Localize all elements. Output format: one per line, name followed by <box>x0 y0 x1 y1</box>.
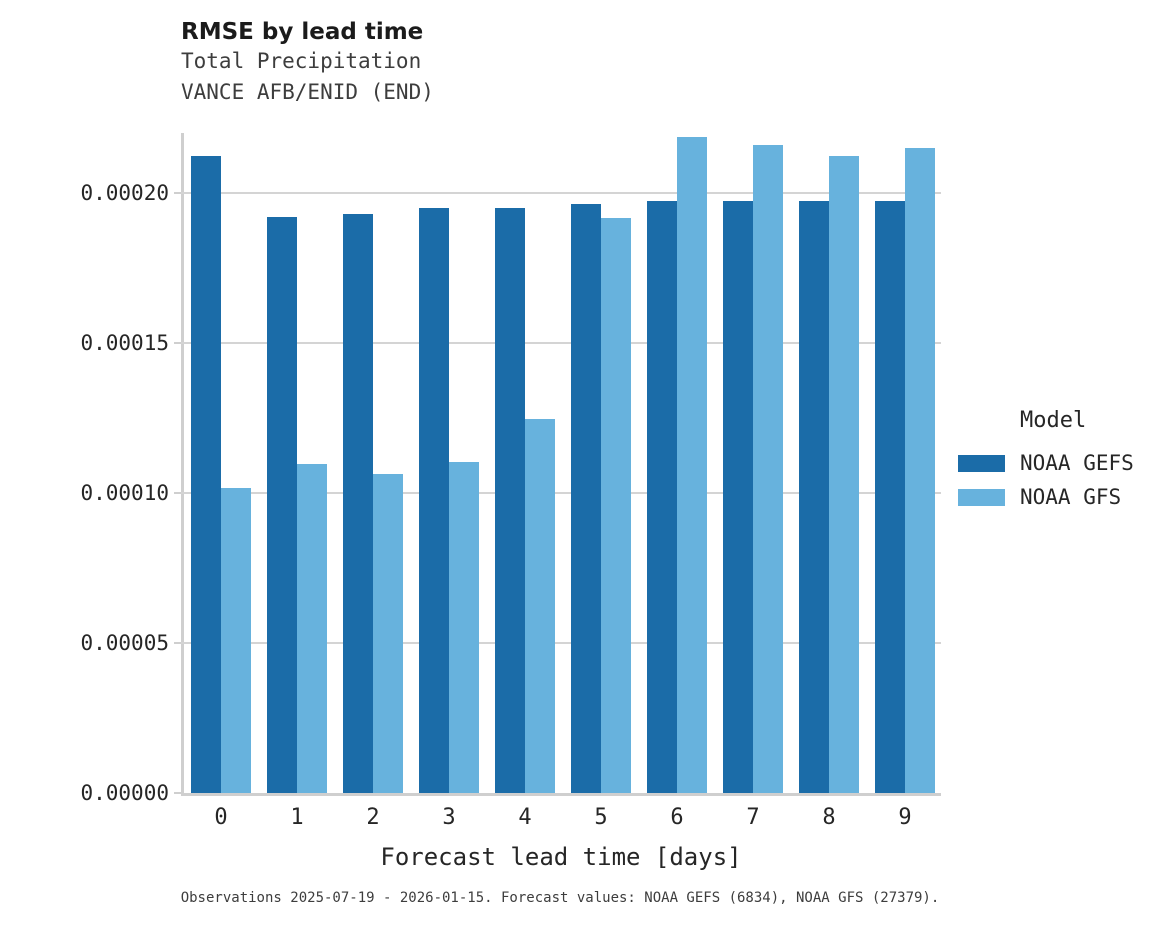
bar-noaa-gfs-lead-3[interactable] <box>449 461 479 793</box>
y-axis-spine <box>181 133 184 793</box>
y-tick-label: 0.00020 <box>80 181 169 205</box>
y-tick-mark <box>174 792 181 794</box>
y-tick-mark <box>174 342 181 344</box>
x-tick-label: 7 <box>746 805 760 830</box>
gridline <box>181 192 941 194</box>
bar-noaa-gefs-lead-0[interactable] <box>191 156 221 793</box>
x-tick-label: 4 <box>518 805 532 830</box>
title-block: RMSE by lead time Total Precipitation VA… <box>181 18 941 108</box>
x-tick-label: 5 <box>594 805 608 830</box>
y-tick-label: 0.00000 <box>80 781 169 805</box>
x-tick-label: 3 <box>442 805 456 830</box>
y-tick-mark <box>174 492 181 494</box>
gridline <box>181 642 941 644</box>
x-tick-label: 2 <box>366 805 380 830</box>
x-tick-label: 8 <box>822 805 836 830</box>
y-tick-label: 0.00010 <box>80 481 169 505</box>
y-tick-label: 0.00005 <box>80 631 169 655</box>
y-tick-mark <box>174 192 181 194</box>
bar-noaa-gfs-lead-8[interactable] <box>829 156 859 793</box>
x-tick-label: 0 <box>214 805 228 830</box>
bar-noaa-gfs-lead-2[interactable] <box>373 474 403 793</box>
chart-subtitle-variable: Total Precipitation <box>181 49 422 73</box>
x-tick-label: 9 <box>898 805 912 830</box>
x-axis-label: Forecast lead time [days] <box>380 843 742 871</box>
y-tick-mark <box>174 642 181 644</box>
page-title: RMSE by lead time <box>181 19 424 45</box>
legend-label-gfs: NOAA GFS <box>1020 485 1122 509</box>
bar-noaa-gfs-lead-6[interactable] <box>677 136 707 793</box>
bar-noaa-gefs-lead-2[interactable] <box>343 213 373 793</box>
bar-noaa-gfs-lead-4[interactable] <box>525 418 555 793</box>
bar-noaa-gefs-lead-1[interactable] <box>267 217 297 793</box>
bar-noaa-gefs-lead-3[interactable] <box>419 207 449 793</box>
bar-noaa-gefs-lead-8[interactable] <box>799 201 829 793</box>
bar-noaa-gfs-lead-7[interactable] <box>753 145 783 793</box>
bar-noaa-gefs-lead-5[interactable] <box>571 203 601 793</box>
legend-title: Model <box>1020 408 1087 433</box>
gridline <box>181 342 941 344</box>
bar-noaa-gfs-lead-0[interactable] <box>221 487 251 793</box>
plot-area: 0.00000 0.00005 0.00010 0.00015 0.00020 0 1 2 3… <box>80 133 941 830</box>
bar-noaa-gfs-lead-9[interactable] <box>905 148 935 793</box>
legend-item-gfs[interactable]: NOAA GFS <box>958 480 1134 514</box>
y-axis-label: RMSE [mm/s] <box>4 0 34 163</box>
legend-label-gefs: NOAA GEFS <box>1020 451 1134 475</box>
x-tick-label: 6 <box>670 805 684 830</box>
chart-subtitle-station: VANCE AFB/ENID (END) <box>181 80 434 104</box>
bar-noaa-gefs-lead-9[interactable] <box>875 201 905 793</box>
legend-swatch-icon-gefs <box>958 454 1005 472</box>
legend: Model NOAA GEFS NOAA GFS <box>958 408 1134 514</box>
bar-noaa-gefs-lead-6[interactable] <box>647 201 677 793</box>
bar-noaa-gfs-lead-1[interactable] <box>297 463 327 793</box>
y-tick-label: 0.00015 <box>80 331 169 355</box>
footer-note: Observations 2025-07-19 - 2026-01-15. Fo… <box>180 890 940 906</box>
bar-noaa-gfs-lead-5[interactable] <box>601 217 631 793</box>
x-tick-label: 1 <box>290 805 304 830</box>
gridline <box>181 492 941 494</box>
x-axis-spine <box>181 793 941 796</box>
legend-item-gefs[interactable]: NOAA GEFS <box>958 446 1134 480</box>
bar-noaa-gefs-lead-7[interactable] <box>723 201 753 793</box>
legend-swatch-icon-gfs <box>958 488 1005 506</box>
bar-noaa-gefs-lead-4[interactable] <box>495 207 525 793</box>
